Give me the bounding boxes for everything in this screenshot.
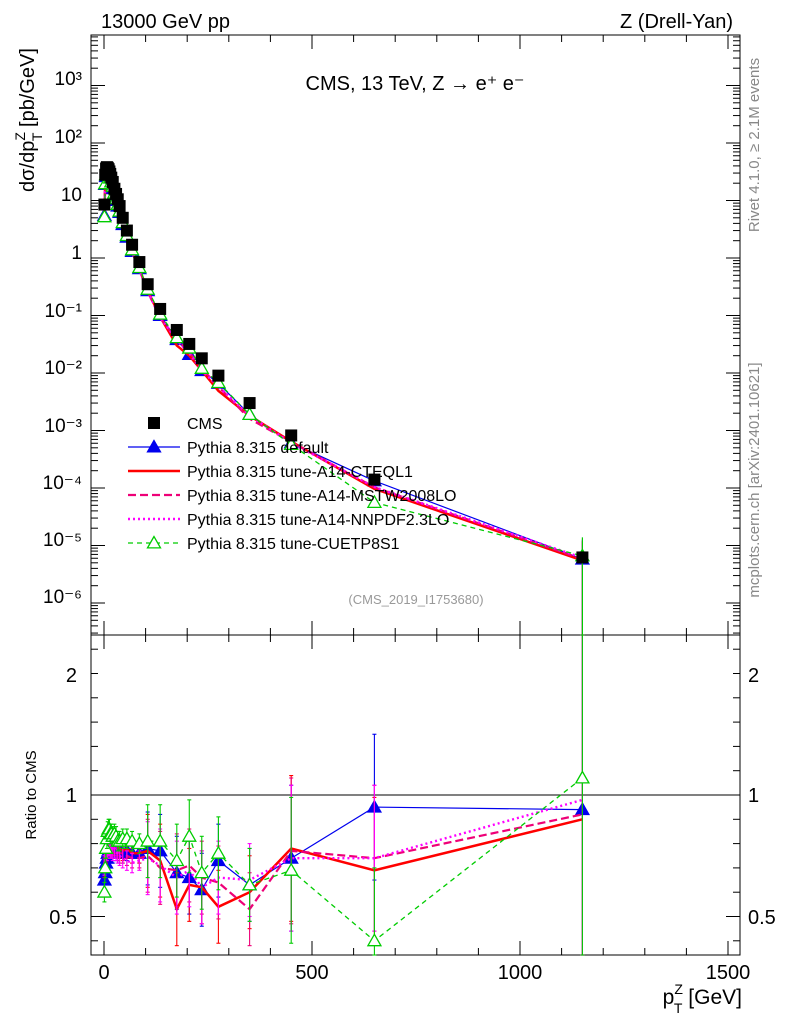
ratio-marker-5	[241, 877, 258, 891]
cms-data-point	[195, 352, 208, 365]
x-tick-labels: 0 500 1000 1500	[98, 962, 750, 984]
y-tick-label-1e0: 1	[71, 243, 82, 264]
ratio-marker-5	[210, 845, 227, 859]
ratio-marker-5	[574, 770, 591, 784]
series-marker-5	[241, 406, 258, 420]
legend-marker-5	[146, 535, 162, 549]
cms-data-point	[243, 397, 256, 410]
y-tick-label-1em5: 10⁻⁵	[43, 530, 82, 551]
ratio-marker-5	[140, 833, 156, 847]
y-tick-label-1em1: 10⁻¹	[45, 301, 83, 322]
cms-data-point	[113, 200, 126, 213]
main-plot-series	[96, 161, 591, 635]
y-tick-label-1em2: 10⁻²	[45, 358, 83, 379]
legend-marker-1	[146, 439, 162, 453]
legend: CMS Pythia 8.315 default Pythia 8.315 tune…	[128, 416, 456, 553]
ratio-marker-5	[98, 840, 114, 854]
cms-data-point	[116, 211, 129, 224]
ratio-marker-5	[97, 860, 113, 874]
ratio-tick-05-left: 0.5	[49, 907, 77, 929]
cms-data-point	[126, 238, 139, 251]
mcplots-label: mcplots.cern.ch [arXiv:2401.10621]	[746, 362, 763, 597]
series-marker-5	[366, 494, 383, 509]
cms-data-point	[141, 278, 154, 291]
cms-data-point	[133, 256, 146, 269]
ratio-line-4	[103, 798, 583, 889]
series-marker-5	[210, 374, 227, 389]
legend-label-4: Pythia 8.315 tune-A14-NNPDF2.3LO	[187, 512, 449, 529]
cms-data-point	[368, 473, 381, 486]
ratio-tick-labels: 2 1 0.5 2 1 0.5	[49, 665, 776, 929]
y-axis-label: dσ/dpZT [pb/GeV]	[12, 48, 45, 192]
legend-label-1: Pythia 8.315 default	[187, 440, 329, 457]
x-tick-label-0: 0	[98, 962, 109, 984]
y-tick-label-1em4: 10⁻⁴	[43, 473, 82, 494]
cms-data-point	[170, 323, 183, 336]
legend-label-3: Pythia 8.315 tune-A14-MSTW2008LO	[187, 488, 456, 505]
legend-marker-cms	[148, 417, 160, 429]
series-marker-5	[169, 329, 185, 344]
ratio-marker-5	[96, 884, 113, 898]
ratio-axis-label: Ratio to CMS	[23, 750, 40, 839]
cms-data-point	[98, 198, 111, 211]
ratio-tick-05-right: 0.5	[748, 907, 776, 929]
x-tick-label-1000: 1000	[498, 962, 543, 984]
cms-data-point	[183, 337, 196, 350]
ratio-tick-1-right: 1	[748, 785, 759, 807]
y-tick-label-1em6: 10⁻⁶	[43, 587, 82, 608]
rivet-label: Rivet 4.1.0, ≥ 2.1M events	[746, 58, 763, 232]
cms-data-point	[120, 224, 133, 237]
x-tick-label-500: 500	[295, 962, 328, 984]
legend-label-5: Pythia 8.315 tune-CUETP8S1	[187, 536, 400, 553]
analysis-tag: (CMS_2019_I1753680)	[348, 592, 483, 607]
ratio-marker-5	[181, 828, 197, 842]
series-marker-5	[96, 209, 113, 223]
cms-data-point	[212, 369, 225, 382]
series-marker-5	[283, 436, 299, 451]
ratio-marker-5	[194, 864, 210, 879]
chart-title: CMS, 13 TeV, Z → e⁺ e⁻	[306, 73, 525, 95]
ratio-marker-5	[169, 852, 185, 867]
x-tick-label-1500: 1500	[706, 962, 751, 984]
cms-data-point	[285, 429, 298, 442]
header-left: 13000 GeV pp	[101, 11, 230, 33]
y-tick-label-1em3: 10⁻³	[45, 416, 83, 437]
ratio-tick-2-right: 2	[748, 665, 759, 687]
legend-label-2: Pythia 8.315 tune-A14-CTEQL1	[187, 464, 413, 481]
y-tick-label-1e3: 10³	[55, 69, 82, 90]
x-ticks	[103, 35, 729, 955]
header-right: Z (Drell-Yan)	[620, 11, 733, 33]
series-marker-5	[194, 360, 210, 374]
ratio-plot-series	[96, 634, 591, 956]
ratio-marker-5	[152, 833, 168, 847]
ratio-tick-1-left: 1	[66, 785, 77, 807]
ratio-marker-5	[283, 862, 299, 876]
ratio-tick-2-left: 2	[66, 665, 77, 687]
ratio-marker-5	[366, 932, 383, 947]
legend-label-0: CMS	[187, 416, 223, 433]
cms-data-point	[154, 302, 167, 315]
y-tick-label-1e2: 10²	[55, 127, 82, 148]
cms-data-point	[576, 551, 589, 564]
x-axis-label: pZ T [GeV]	[663, 981, 742, 1016]
y-tick-label-1e1: 10	[61, 185, 82, 206]
main-y-tick-labels: 10³ 10² 10 1 10⁻¹ 10⁻² 10⁻³ 10⁻⁴ 10⁻⁵ 10…	[43, 69, 82, 608]
